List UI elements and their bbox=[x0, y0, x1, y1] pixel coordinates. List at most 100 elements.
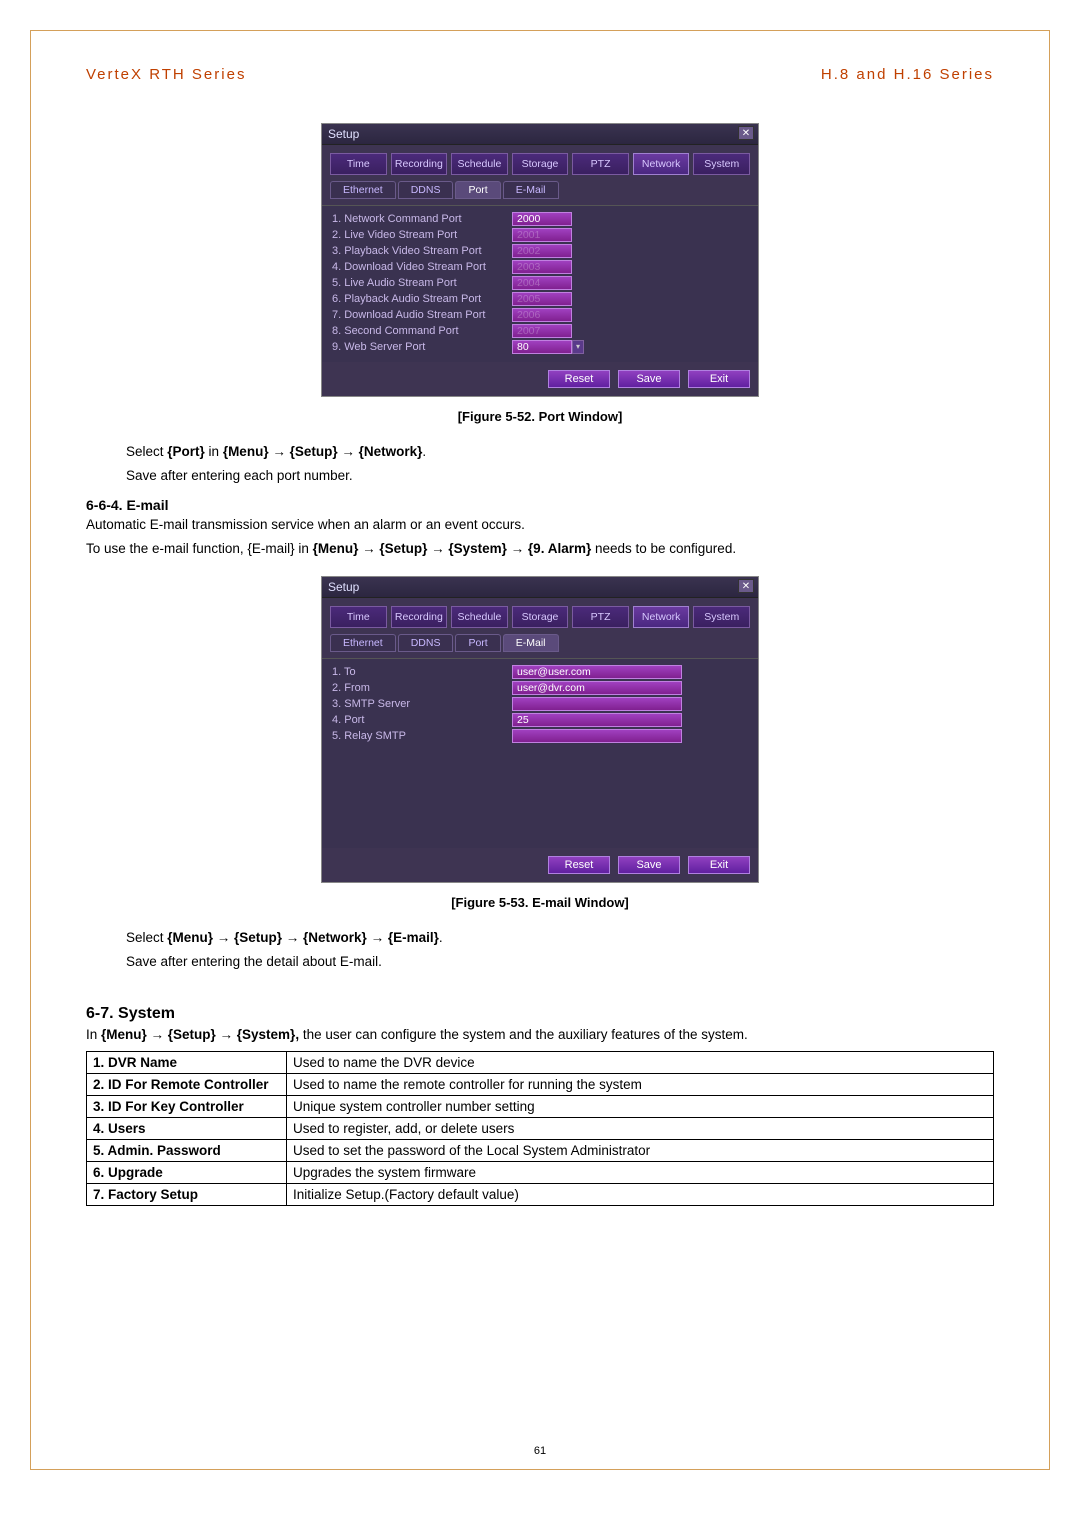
setting-row: 4. Download Video Stream Port2003 bbox=[332, 260, 748, 274]
tab-recording[interactable]: Recording bbox=[391, 606, 448, 628]
header-right: H.8 and H.16 Series bbox=[821, 66, 994, 83]
setting-label: 1. Network Command Port bbox=[332, 213, 512, 225]
close-icon[interactable]: ✕ bbox=[738, 579, 754, 593]
setting-label: 6. Playback Audio Stream Port bbox=[332, 293, 512, 305]
subtab-ethernet[interactable]: Ethernet bbox=[330, 634, 396, 652]
setting-row: 3. Playback Video Stream Port2002 bbox=[332, 244, 748, 258]
window-title: Setup bbox=[328, 127, 359, 141]
select-port-text: Select {Port} in {Menu} → {Setup} → {Net… bbox=[126, 442, 994, 462]
table-cell-label: 4. Users bbox=[87, 1117, 287, 1139]
header-left: VerteX RTH Series bbox=[86, 66, 246, 83]
tab-system[interactable]: System bbox=[693, 606, 750, 628]
setting-input[interactable]: 2006 bbox=[512, 308, 572, 322]
setting-row: 5. Relay SMTP bbox=[332, 729, 748, 743]
tab-schedule[interactable]: Schedule bbox=[451, 153, 508, 175]
exit-button[interactable]: Exit bbox=[688, 856, 750, 874]
subtab-ddns[interactable]: DDNS bbox=[398, 634, 454, 652]
page-number: 61 bbox=[31, 1445, 1049, 1457]
close-icon[interactable]: ✕ bbox=[738, 126, 754, 140]
sub-tabs: EthernetDDNSPortE-Mail bbox=[322, 179, 758, 205]
main-tabs: TimeRecordingScheduleStoragePTZNetworkSy… bbox=[322, 598, 758, 632]
system-intro: In {Menu} → {Setup} → {System}, the user… bbox=[86, 1025, 994, 1045]
setting-label: 3. SMTP Server bbox=[332, 698, 512, 710]
table-cell-label: 2. ID For Remote Controller bbox=[87, 1073, 287, 1095]
setting-row: 1. Touser@user.com bbox=[332, 665, 748, 679]
setting-row: 7. Download Audio Stream Port2006 bbox=[332, 308, 748, 322]
subtab-e-mail[interactable]: E-Mail bbox=[503, 181, 559, 199]
tab-ptz[interactable]: PTZ bbox=[572, 153, 629, 175]
tab-ptz[interactable]: PTZ bbox=[572, 606, 629, 628]
table-row: 2. ID For Remote ControllerUsed to name … bbox=[87, 1073, 994, 1095]
table-row: 5. Admin. PasswordUsed to set the passwo… bbox=[87, 1139, 994, 1161]
tab-time[interactable]: Time bbox=[330, 606, 387, 628]
page-header: VerteX RTH Series H.8 and H.16 Series bbox=[86, 66, 994, 83]
tab-recording[interactable]: Recording bbox=[391, 153, 448, 175]
chevron-down-icon[interactable]: ▾ bbox=[572, 340, 584, 354]
setting-row: 5. Live Audio Stream Port2004 bbox=[332, 276, 748, 290]
setting-label: 9. Web Server Port bbox=[332, 341, 512, 353]
sub-tabs: EthernetDDNSPortE-Mail bbox=[322, 632, 758, 658]
subtab-port[interactable]: Port bbox=[455, 634, 500, 652]
setting-label: 5. Live Audio Stream Port bbox=[332, 277, 512, 289]
setup-body-port: 1. Network Command Port20002. Live Video… bbox=[322, 205, 758, 362]
tab-time[interactable]: Time bbox=[330, 153, 387, 175]
save-button[interactable]: Save bbox=[618, 370, 680, 388]
reset-button[interactable]: Reset bbox=[548, 370, 610, 388]
footer-buttons: Reset Save Exit bbox=[322, 848, 758, 882]
setting-input[interactable]: 25 bbox=[512, 713, 682, 727]
table-cell-desc: Used to name the DVR device bbox=[287, 1051, 994, 1073]
save-port-text: Save after entering each port number. bbox=[126, 466, 994, 486]
table-cell-desc: Initialize Setup.(Factory default value) bbox=[287, 1183, 994, 1205]
email-p1: Automatic E-mail transmission service wh… bbox=[86, 515, 994, 535]
save-button[interactable]: Save bbox=[618, 856, 680, 874]
tab-system[interactable]: System bbox=[693, 153, 750, 175]
tab-schedule[interactable]: Schedule bbox=[451, 606, 508, 628]
setting-input[interactable]: 2002 bbox=[512, 244, 572, 258]
system-table: 1. DVR NameUsed to name the DVR device2.… bbox=[86, 1051, 994, 1206]
table-cell-desc: Unique system controller number setting bbox=[287, 1095, 994, 1117]
setting-input[interactable] bbox=[512, 729, 682, 743]
window-title-bar: Setup ✕ bbox=[322, 577, 758, 598]
reset-button[interactable]: Reset bbox=[548, 856, 610, 874]
setting-label: 2. From bbox=[332, 682, 512, 694]
setting-label: 4. Download Video Stream Port bbox=[332, 261, 512, 273]
setting-input[interactable]: 2001 bbox=[512, 228, 572, 242]
setting-input[interactable] bbox=[512, 697, 682, 711]
setting-input[interactable]: user@user.com bbox=[512, 665, 682, 679]
tab-storage[interactable]: Storage bbox=[512, 606, 569, 628]
setting-label: 5. Relay SMTP bbox=[332, 730, 512, 742]
subtab-e-mail[interactable]: E-Mail bbox=[503, 634, 559, 652]
section-6-7: 6-7. System bbox=[86, 1005, 994, 1023]
figure-caption-52: [Figure 5-52. Port Window] bbox=[86, 409, 994, 424]
table-cell-desc: Used to set the password of the Local Sy… bbox=[287, 1139, 994, 1161]
setting-row: 3. SMTP Server bbox=[332, 697, 748, 711]
setup-window-port: Setup ✕ TimeRecordingScheduleStoragePTZN… bbox=[321, 123, 759, 397]
subtab-port[interactable]: Port bbox=[455, 181, 500, 199]
save-email-text: Save after entering the detail about E-m… bbox=[126, 952, 994, 972]
subtab-ethernet[interactable]: Ethernet bbox=[330, 181, 396, 199]
setting-label: 2. Live Video Stream Port bbox=[332, 229, 512, 241]
tab-network[interactable]: Network bbox=[633, 153, 690, 175]
setting-label: 7. Download Audio Stream Port bbox=[332, 309, 512, 321]
table-row: 3. ID For Key ControllerUnique system co… bbox=[87, 1095, 994, 1117]
email-p2: To use the e-mail function, {E-mail} in … bbox=[86, 539, 994, 559]
table-cell-label: 5. Admin. Password bbox=[87, 1139, 287, 1161]
setting-row: 2. Fromuser@dvr.com bbox=[332, 681, 748, 695]
section-6-6-4: 6-6-4. E-mail bbox=[86, 497, 994, 513]
exit-button[interactable]: Exit bbox=[688, 370, 750, 388]
setting-input[interactable]: 2000 bbox=[512, 212, 572, 226]
setting-input[interactable]: 80 bbox=[512, 340, 572, 354]
tab-storage[interactable]: Storage bbox=[512, 153, 569, 175]
window-title: Setup bbox=[328, 580, 359, 594]
setting-input[interactable]: user@dvr.com bbox=[512, 681, 682, 695]
tab-network[interactable]: Network bbox=[633, 606, 690, 628]
setting-input[interactable]: 2007 bbox=[512, 324, 572, 338]
setting-input[interactable]: 2005 bbox=[512, 292, 572, 306]
setting-input[interactable]: 2003 bbox=[512, 260, 572, 274]
subtab-ddns[interactable]: DDNS bbox=[398, 181, 454, 199]
setting-input[interactable]: 2004 bbox=[512, 276, 572, 290]
table-cell-desc: Upgrades the system firmware bbox=[287, 1161, 994, 1183]
table-row: 7. Factory SetupInitialize Setup.(Factor… bbox=[87, 1183, 994, 1205]
setting-label: 8. Second Command Port bbox=[332, 325, 512, 337]
setting-row: 2. Live Video Stream Port2001 bbox=[332, 228, 748, 242]
